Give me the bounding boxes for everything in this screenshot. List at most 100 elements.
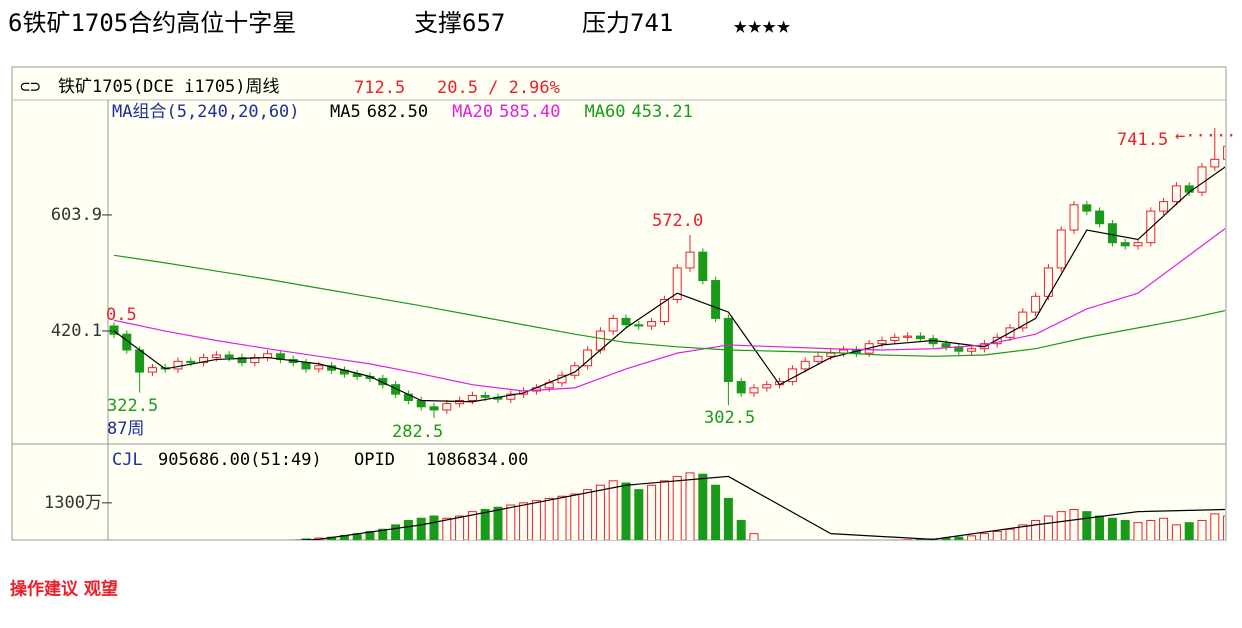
volume-bar <box>608 480 618 540</box>
volume-bar <box>840 545 848 570</box>
y-tick-label: 420.1 <box>51 321 102 341</box>
volume-bar <box>711 484 721 540</box>
volume-bar <box>1171 524 1181 540</box>
candle-body <box>711 280 721 319</box>
candle-body <box>1018 311 1028 329</box>
volume-bar <box>519 502 529 540</box>
candle-body <box>429 406 439 411</box>
opid: 1086834.00 <box>426 450 528 470</box>
candle-body <box>1223 145 1225 160</box>
candle-body <box>237 357 247 364</box>
candle-body <box>941 343 951 348</box>
volume-bar <box>264 542 272 570</box>
volume-bar <box>339 534 349 540</box>
volume-bar <box>174 547 182 570</box>
volume-bar <box>852 543 860 570</box>
ma-line <box>113 254 1225 357</box>
candle-body <box>135 349 145 373</box>
candle-body <box>480 394 490 398</box>
volume-bar <box>187 546 195 570</box>
legend-value: 585.40 <box>499 102 560 122</box>
candle-body <box>877 340 887 345</box>
volume-bar <box>378 528 388 540</box>
candle-body <box>1069 204 1079 231</box>
candle-body <box>147 367 157 373</box>
candle-body <box>672 267 682 300</box>
vol-name: CJL <box>112 450 143 470</box>
ma-line <box>113 166 1225 403</box>
volume-bar <box>749 533 759 540</box>
volume-bar <box>1043 515 1053 540</box>
candle-body <box>301 362 311 370</box>
volume-bar <box>685 472 695 540</box>
volume-bar <box>493 506 503 540</box>
volume-bar <box>467 511 477 540</box>
candle-body <box>1095 210 1105 225</box>
candle-body <box>915 335 925 340</box>
volume-bar <box>1184 522 1194 540</box>
volume-bar <box>595 484 605 540</box>
volume-bar <box>1031 519 1041 540</box>
volume-bar <box>276 542 284 570</box>
annotation: 741.5 <box>1117 130 1168 150</box>
volume-bar <box>967 535 977 540</box>
volume-bar <box>1146 519 1156 540</box>
candle-body <box>1159 201 1169 212</box>
candle-body <box>199 357 209 364</box>
volume-bar <box>1005 528 1015 540</box>
candle-body <box>1082 204 1092 212</box>
candle-body <box>416 399 426 408</box>
candle-body <box>506 393 516 400</box>
link-icon: ⊂⊃ <box>20 77 40 97</box>
volume-bar <box>941 537 951 540</box>
volume-bar <box>570 493 580 540</box>
volume-bar <box>251 543 259 570</box>
volume-bar <box>429 515 439 540</box>
annotation: 302.5 <box>704 408 755 428</box>
candle-body <box>992 336 1002 345</box>
arrow: ←····· <box>1175 126 1236 146</box>
volume-bar <box>314 537 324 540</box>
volume-bar <box>557 495 567 540</box>
volume-bar <box>365 530 375 540</box>
candle-body <box>762 384 772 389</box>
volume-bar <box>1197 519 1207 540</box>
legend-value: 453.21 <box>631 102 692 122</box>
volume-bar <box>238 545 246 570</box>
y-tick-label: 1300万 <box>44 493 102 513</box>
volume-bar <box>1069 508 1079 540</box>
candle-body <box>634 324 644 327</box>
candle-body <box>647 321 657 327</box>
volume-bar <box>788 547 796 570</box>
volume-bar <box>723 497 733 540</box>
volume-bar <box>200 547 208 570</box>
candle-body <box>211 354 221 359</box>
volume-bar <box>391 524 401 540</box>
candle-body <box>1171 185 1181 203</box>
candle-body <box>659 298 669 323</box>
volume-bar <box>827 545 835 570</box>
volume-bar <box>621 482 631 540</box>
ma-group: MA组合(5,240,20,60) <box>112 102 300 122</box>
volume-bar <box>1107 517 1117 540</box>
candle-body <box>608 317 618 332</box>
candle-body <box>109 325 119 335</box>
volume-bar <box>480 508 490 540</box>
ma-line <box>113 227 1225 392</box>
volume-bar <box>928 538 938 540</box>
candle-body <box>173 360 183 370</box>
volume-bar <box>225 546 233 570</box>
annotation: 282.5 <box>392 422 443 442</box>
volume-bar <box>455 515 465 540</box>
y-tick-label: 603.9 <box>51 205 102 225</box>
opid-name: OPID <box>354 450 395 470</box>
volume-bar <box>1095 515 1105 540</box>
volume-bar <box>647 484 657 540</box>
volume-bar <box>915 538 925 540</box>
candle-body <box>890 336 900 342</box>
volume-bar <box>531 500 541 540</box>
advice: 操作建议 观望 <box>10 579 118 600</box>
candle-body <box>903 335 913 338</box>
candle-body <box>570 365 580 376</box>
